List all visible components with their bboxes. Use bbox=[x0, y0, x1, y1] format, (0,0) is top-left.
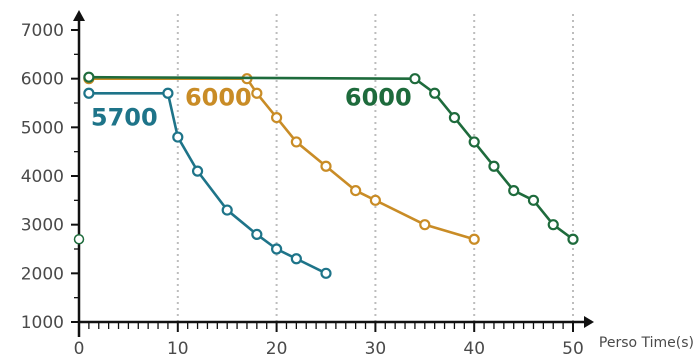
data-point bbox=[73, 234, 85, 245]
data-point bbox=[83, 87, 95, 99]
data-point bbox=[271, 111, 283, 124]
data-point bbox=[468, 233, 480, 245]
x-axis-arrow-icon bbox=[584, 316, 594, 328]
x-tick-label: 10 bbox=[167, 339, 189, 359]
grid bbox=[176, 14, 574, 322]
data-point bbox=[547, 219, 559, 231]
data-point bbox=[191, 165, 204, 177]
data-point bbox=[419, 219, 431, 231]
y-axis-arrow-icon bbox=[73, 10, 85, 21]
data-point bbox=[172, 131, 184, 143]
data-point bbox=[369, 194, 381, 206]
data-point bbox=[448, 111, 461, 124]
data-point bbox=[508, 185, 520, 197]
data-point bbox=[429, 87, 441, 99]
data-point bbox=[221, 204, 233, 216]
y-tick-label: 5000 bbox=[21, 118, 64, 138]
y-tick-label: 4000 bbox=[21, 167, 64, 187]
data-point bbox=[290, 136, 302, 148]
series-value-label: 6000 bbox=[345, 84, 412, 112]
x-tick-label: 0 bbox=[74, 339, 85, 359]
y-tick-label: 2000 bbox=[21, 264, 64, 284]
x-tick-label: 50 bbox=[562, 339, 584, 359]
series-value-label: 5700 bbox=[91, 103, 158, 131]
y-tick-label: 3000 bbox=[21, 216, 64, 236]
y-tick-label: 7000 bbox=[21, 21, 64, 41]
y-tick-label: 6000 bbox=[21, 70, 64, 90]
data-point bbox=[251, 87, 263, 99]
x-tick-label: 20 bbox=[266, 339, 288, 359]
series-labels: 5700 6000 6000 bbox=[91, 84, 412, 132]
series-layer bbox=[73, 71, 579, 279]
data-point bbox=[567, 233, 579, 245]
series-line-2 bbox=[88, 77, 475, 241]
data-point bbox=[251, 228, 263, 240]
data-point bbox=[488, 160, 500, 172]
data-point bbox=[162, 87, 174, 99]
data-point bbox=[527, 194, 540, 206]
data-point bbox=[409, 73, 421, 85]
data-point bbox=[350, 185, 362, 197]
data-point bbox=[290, 253, 302, 265]
data-point bbox=[320, 160, 332, 172]
data-point bbox=[320, 267, 332, 279]
x-tick-label: 40 bbox=[463, 339, 485, 359]
y-tick-label: 1000 bbox=[21, 313, 64, 333]
axes: 0 10 20 30 40 50 1000 2000 3000 4000 5000 6000 7000 P… bbox=[21, 10, 694, 359]
data-point bbox=[271, 243, 283, 255]
x-axis-label: Perso Time(s) bbox=[599, 335, 694, 351]
data-point bbox=[468, 136, 480, 148]
series-value-label: 6000 bbox=[185, 84, 252, 112]
data-point bbox=[83, 71, 95, 83]
series-line-3 bbox=[88, 75, 574, 241]
x-tick-label: 30 bbox=[365, 339, 387, 359]
